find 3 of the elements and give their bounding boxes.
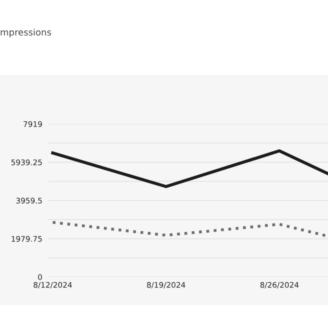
line-series [51,149,328,188]
text: mpressions [0,28,52,38]
line-series [51,220,328,238]
